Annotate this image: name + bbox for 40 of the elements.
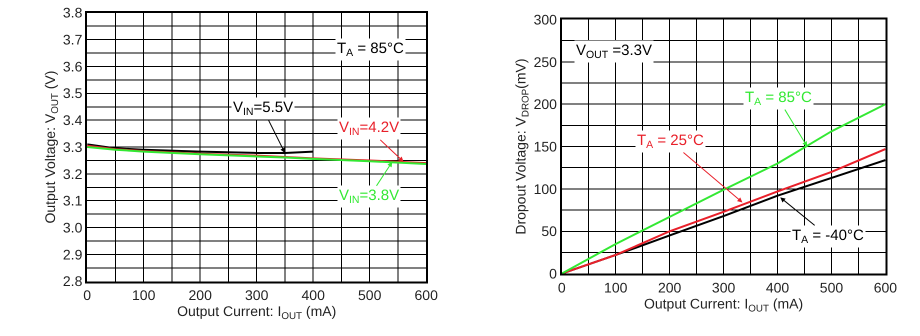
x-tick-label: 100 [604, 279, 628, 296]
y-tick-label: 250 [534, 54, 558, 70]
x-tick-label: 100 [132, 287, 156, 304]
x-tick-label: 400 [301, 287, 326, 304]
y-tick-label: 150 [534, 138, 558, 154]
x-tick-label: 600 [414, 287, 438, 304]
annotation: V$_{IN}$=3.8V [339, 187, 400, 206]
x-tick-label: 400 [766, 279, 790, 296]
annotation: V$_{OUT}$ =3.3V [576, 42, 652, 62]
x-tick-label: 600 [874, 279, 898, 296]
annotation: T$_{A}$ = 85°C [745, 89, 812, 108]
annotation: T$_{A}$ = 25°C [637, 132, 704, 152]
y-tick-label: 3.2 [62, 166, 83, 182]
y-tick-label: 3.4 [62, 112, 83, 128]
y-tick-label: 3.3 [62, 138, 83, 155]
annotation: V$_{IN}$=5.5V [233, 99, 294, 118]
y-tick-label: 50 [541, 223, 558, 240]
y-tick-label: 2.9 [62, 246, 83, 262]
x-tick-label: 500 [358, 287, 382, 304]
x-axis-title: Output Current: I$_{OUT}$ (mA) [177, 303, 336, 322]
y-tick-label: 3.8 [62, 4, 83, 21]
annotation: T$_{A}$ = 85°C [337, 40, 404, 60]
x-tick-label: 200 [188, 287, 212, 304]
x-tick-label: 200 [658, 279, 682, 296]
y-tick-label: 200 [534, 96, 558, 112]
y-tick-label: 300 [534, 11, 558, 28]
y-tick-label: 0 [549, 266, 558, 282]
y-tick-label: 3.5 [62, 85, 83, 102]
y-tick-label: 2.8 [62, 273, 83, 290]
x-tick-label: 500 [820, 279, 844, 296]
x-tick-label: 300 [244, 287, 269, 304]
annotation: V$_{IN}$=4.2V [339, 119, 400, 138]
y-tick-label: 100 [534, 180, 558, 197]
y-tick-label: 3.0 [62, 219, 83, 236]
y-tick-label: 3.1 [62, 192, 83, 209]
x-axis-title: Output Current: I$_{OUT}$ (mA) [644, 295, 804, 314]
y-tick-label: 3.6 [62, 58, 83, 74]
x-tick-label: 300 [712, 279, 736, 296]
y-tick-label: 3.7 [62, 32, 83, 48]
annotation: T$_{A}$ = -40°C [792, 227, 864, 246]
